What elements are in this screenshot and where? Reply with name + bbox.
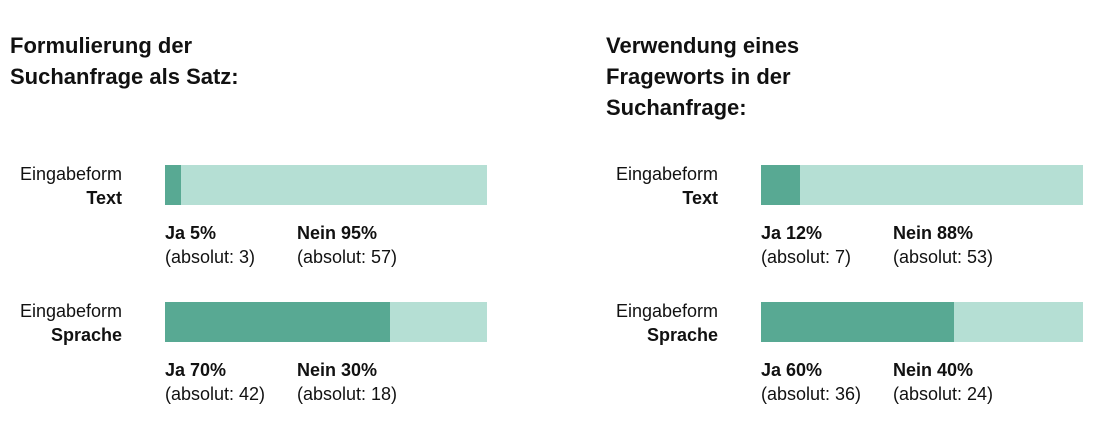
chart-title: Verwendung eines Frageworts in der Sucha… xyxy=(606,30,1026,123)
category-label: Eingabeform Text xyxy=(20,162,122,210)
value-label-percent: Nein 95% xyxy=(297,223,378,243)
chart-title-line: Frageworts in der xyxy=(606,64,791,89)
chart-title-line: Suchanfrage: xyxy=(606,95,747,120)
bar-segment-nein xyxy=(181,165,487,205)
value-label-percent: Ja 70% xyxy=(165,360,227,380)
value-label-ja: Ja 12% (absolut: 7) xyxy=(761,221,851,269)
bar-segment-ja xyxy=(761,302,955,342)
value-label-percent: Nein 30% xyxy=(297,360,378,380)
value-label-nein: Nein 95% (absolut: 57) xyxy=(297,221,397,269)
value-label-absolute: (absolut: 7) xyxy=(761,247,852,267)
value-label-nein: Nein 30% (absolut: 18) xyxy=(297,358,397,406)
category-form-label: Eingabeform xyxy=(615,164,718,184)
category-form-label: Eingabeform xyxy=(19,164,122,184)
bar-segment-nein xyxy=(390,302,487,342)
bar-track xyxy=(761,165,1083,205)
chart-title-line: Suchanfrage als Satz: xyxy=(10,64,239,89)
chart-panel-formulierung: Formulierung der Suchanfrage als Satz: E… xyxy=(0,0,500,440)
category-name: Sprache xyxy=(646,325,718,345)
bar-track xyxy=(165,165,487,205)
category-label: Eingabeform Text xyxy=(616,162,718,210)
bar-row-text: Eingabeform Text Ja 5% (absolut: 3) Nein… xyxy=(0,162,500,272)
value-label-absolute: (absolut: 18) xyxy=(297,384,398,404)
category-label: Eingabeform Sprache xyxy=(20,299,122,347)
value-label-absolute: (absolut: 24) xyxy=(893,384,994,404)
value-label-absolute: (absolut: 3) xyxy=(165,247,256,267)
value-label-ja: Ja 60% (absolut: 36) xyxy=(761,358,861,406)
bar-track xyxy=(165,302,487,342)
category-name: Sprache xyxy=(50,325,122,345)
bar-segment-ja xyxy=(165,302,391,342)
chart-title: Formulierung der Suchanfrage als Satz: xyxy=(10,30,430,92)
chart-panel-fragewort: Verwendung eines Frageworts in der Sucha… xyxy=(596,0,1096,440)
category-name: Text xyxy=(682,188,718,208)
bar-segment-nein xyxy=(799,165,1083,205)
chart-title-line: Formulierung der xyxy=(10,33,193,58)
value-label-nein: Nein 88% (absolut: 53) xyxy=(893,221,993,269)
category-label: Eingabeform Sprache xyxy=(616,299,718,347)
value-label-percent: Nein 88% xyxy=(893,223,974,243)
bar-row-sprache: Eingabeform Sprache Ja 70% (absolut: 42)… xyxy=(0,299,500,409)
category-name: Text xyxy=(86,188,122,208)
bar-track xyxy=(761,302,1083,342)
bar-row-text: Eingabeform Text Ja 12% (absolut: 7) Nei… xyxy=(596,162,1096,272)
value-label-percent: Ja 12% xyxy=(761,223,823,243)
value-label-ja: Ja 70% (absolut: 42) xyxy=(165,358,265,406)
value-label-ja: Ja 5% (absolut: 3) xyxy=(165,221,255,269)
value-label-absolute: (absolut: 53) xyxy=(893,247,994,267)
bar-row-sprache: Eingabeform Sprache Ja 60% (absolut: 36)… xyxy=(596,299,1096,409)
bar-segment-ja xyxy=(165,165,182,205)
value-label-nein: Nein 40% (absolut: 24) xyxy=(893,358,993,406)
chart-title-line: Verwendung eines xyxy=(606,33,800,58)
value-label-percent: Nein 40% xyxy=(893,360,974,380)
value-label-percent: Ja 60% xyxy=(761,360,823,380)
value-label-absolute: (absolut: 57) xyxy=(297,247,398,267)
bar-segment-ja xyxy=(761,165,800,205)
category-form-label: Eingabeform xyxy=(615,301,718,321)
value-label-absolute: (absolut: 42) xyxy=(165,384,266,404)
category-form-label: Eingabeform xyxy=(19,301,122,321)
value-label-absolute: (absolut: 36) xyxy=(761,384,862,404)
value-label-percent: Ja 5% xyxy=(165,223,217,243)
bar-segment-nein xyxy=(954,302,1083,342)
